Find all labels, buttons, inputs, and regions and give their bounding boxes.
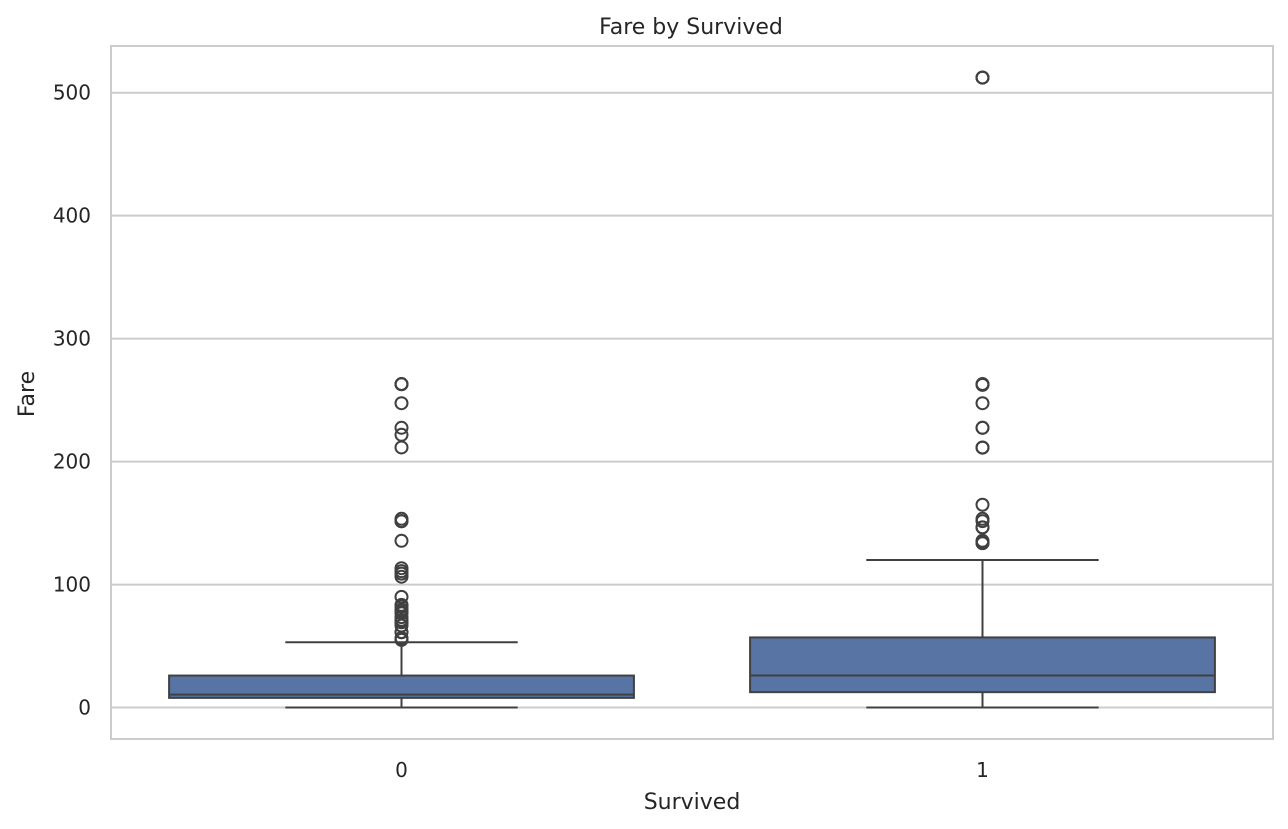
- box-group-0: [168, 641, 635, 709]
- iqr-box: [168, 674, 635, 699]
- outlier-point: [975, 497, 990, 512]
- x-tick-label: 0: [395, 758, 408, 782]
- y-tick-label: 100: [53, 573, 91, 597]
- outlier-point: [394, 420, 409, 435]
- y-axis-title: Fare: [15, 371, 40, 417]
- outlier-point: [394, 440, 409, 455]
- outlier-point: [975, 396, 990, 411]
- y-tick-label: 500: [53, 81, 91, 105]
- boxes: [168, 558, 1216, 709]
- outlier-point: [975, 514, 990, 529]
- outlier-point: [394, 533, 409, 548]
- y-tick-labels: 0 100 200 300 400 500: [53, 81, 91, 720]
- outlier-point: [975, 440, 990, 455]
- y-tick-label: 400: [53, 204, 91, 228]
- outlier-point: [975, 377, 990, 392]
- chart-title: Fare by Survived: [599, 15, 783, 40]
- outliers: [394, 70, 990, 647]
- box-group-1: [749, 558, 1216, 709]
- outlier-point: [394, 514, 409, 529]
- y-tick-label: 300: [53, 327, 91, 351]
- outlier-point: [394, 396, 409, 411]
- x-tick-label: 1: [976, 758, 989, 782]
- outlier-point: [975, 70, 990, 85]
- x-axis-title: Survived: [644, 790, 741, 815]
- outlier-point: [394, 377, 409, 392]
- outlier-point: [394, 625, 409, 640]
- outlier-point: [975, 520, 990, 535]
- outlier-point: [394, 632, 409, 647]
- y-tick-label: 200: [53, 450, 91, 474]
- y-tick-label: 0: [78, 696, 91, 720]
- plot-frame: [110, 45, 1274, 740]
- outlier-point: [975, 536, 990, 551]
- iqr-box: [749, 636, 1216, 694]
- outlier-point: [975, 420, 990, 435]
- outlier-point: [394, 569, 409, 584]
